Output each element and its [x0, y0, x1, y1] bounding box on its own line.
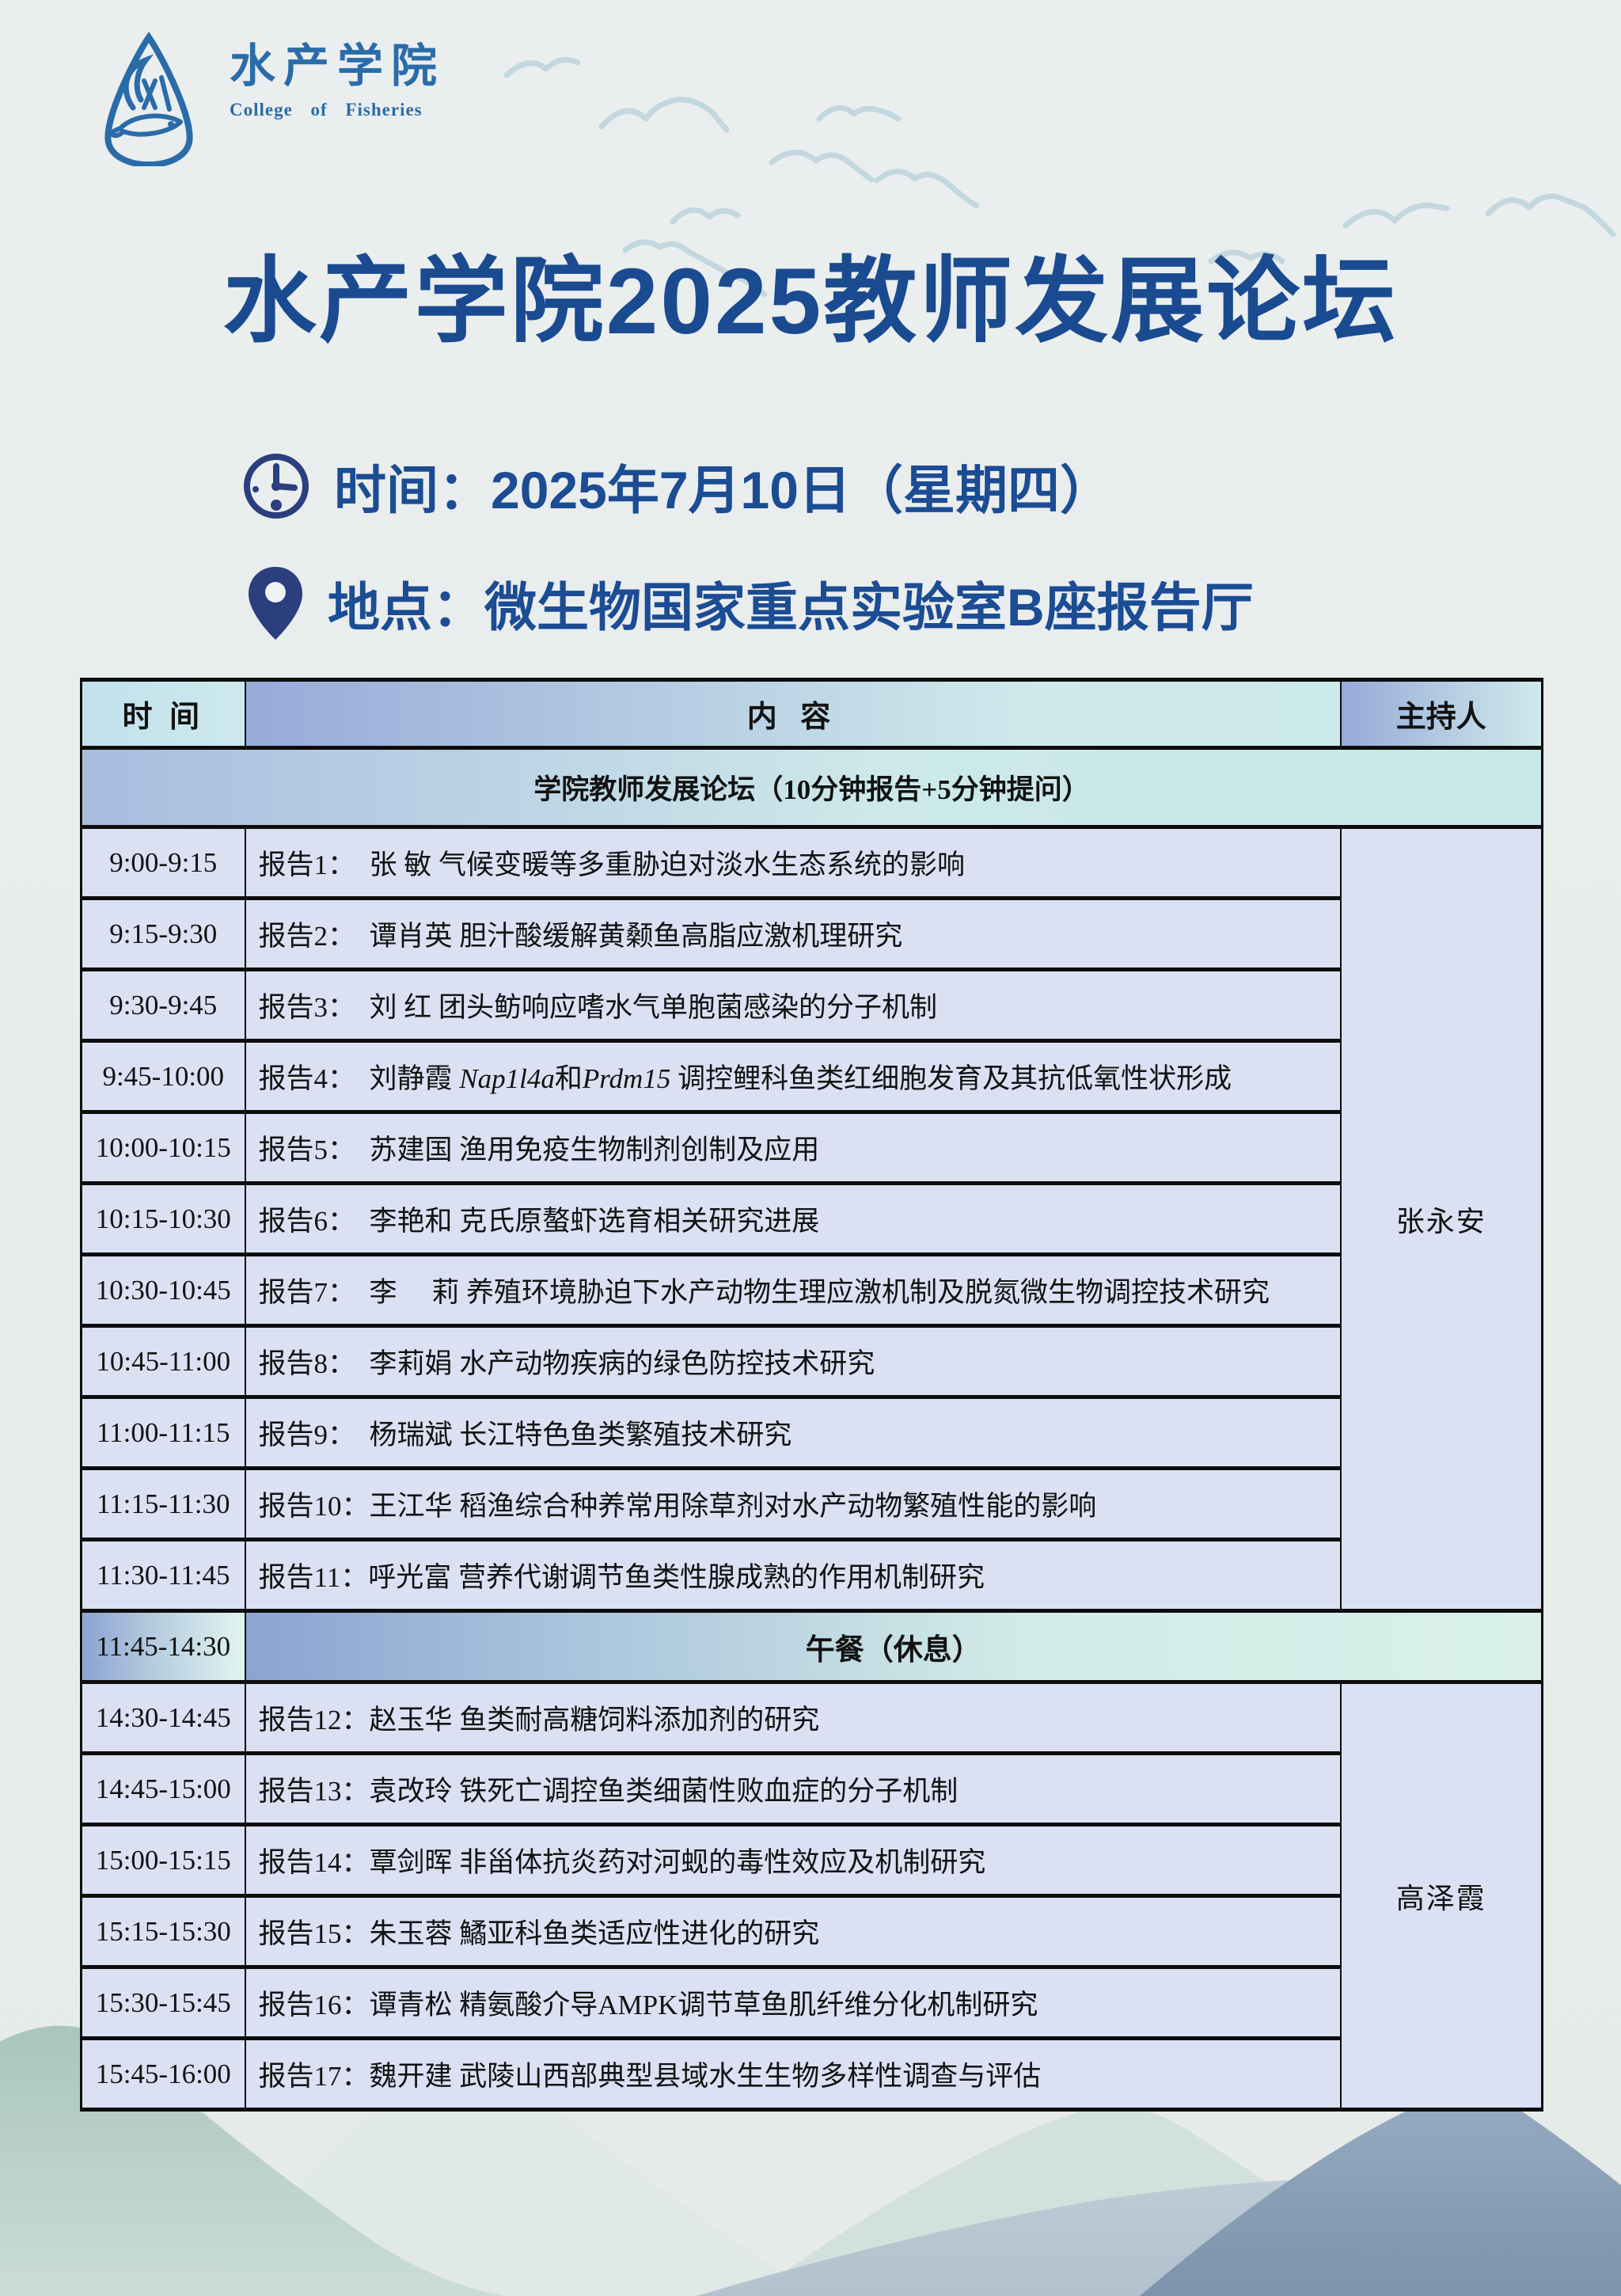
table-row: 10:00-10:15 报告5： 苏建国 渔用免疫生物制剂创制及应用 [80, 1110, 1543, 1185]
host-cell: 高泽霞 [1339, 1680, 1543, 2112]
schedule-content-cell: 报告11：呼光富 营养代谢调节鱼类性腺成熟的作用机制研究 [244, 1538, 1342, 1613]
schedule-time-cell: 11:15-11:30 [80, 1466, 246, 1541]
schedule-time-cell: 11:00-11:15 [80, 1395, 246, 1470]
table-row: 11:30-11:45 报告11：呼光富 营养代谢调节鱼类性腺成熟的作用机制研究 [80, 1538, 1543, 1613]
schedule-time-cell: 14:45-15:00 [80, 1751, 246, 1827]
table-row: 10:30-10:45 报告7： 李 莉 养殖环境胁迫下水产动物生理应激机制及脱氮… [80, 1253, 1543, 1328]
college-name: 水产学院 [230, 40, 446, 92]
location-text: 地点：微生物国家重点实验室B座报告厅 [328, 578, 1254, 637]
section-header-cell: 学院教师发展论坛（10分钟报告+5分钟提问） [80, 746, 1543, 829]
table-row: 14:30-14:45 报告12：赵玉华 鱼类耐高糖饲料添加剂的研究 高泽霞 [80, 1680, 1543, 2112]
table-row: 9:15-9:30 报告2： 谭肖英 胆汁酸缓解黄颡鱼高脂应激机理研究 [80, 896, 1543, 971]
table-row: 9:30-9:45 报告3： 刘 红 团头鲂响应嗜水气单胞菌感染的分子机制 [80, 967, 1543, 1043]
table-row: 11:15-11:30 报告10：王江华 稻渔综合种养常用除草剂对水产动物繁殖性能… [80, 1466, 1543, 1541]
schedule-content-cell: 报告13：袁改玲 铁死亡调控鱼类细菌性败血症的分子机制 [244, 1751, 1342, 1827]
schedule-time-cell: 9:30-9:45 [80, 967, 246, 1043]
schedule-time-cell: 14:30-14:45 [80, 1680, 246, 1755]
section-header-row: 学院教师发展论坛（10分钟报告+5分钟提问） [80, 746, 1543, 829]
table-row: 15:00-15:15 报告14：覃剑晖 非甾体抗炎药对河蚬的毒性效应及机制研究 [80, 1823, 1543, 1898]
schedule-time-cell: 9:00-9:15 [80, 825, 246, 900]
schedule-content-cell: 报告7： 李 莉 养殖环境胁迫下水产动物生理应激机制及脱氮微生物调控技术研究 [244, 1253, 1342, 1328]
table-row: 15:45-16:00 报告17：魏开建 武陵山西部典型县域水生生物多样性调查与评… [80, 2036, 1543, 2112]
schedule-time-cell: 11:30-11:45 [80, 1538, 246, 1613]
schedule-time-cell: 10:15-10:30 [80, 1181, 246, 1256]
table-row: 9:45-10:00 报告4： 刘静霞 Nap1l4a和Prdm15 调控鲤科鱼类… [80, 1039, 1543, 1114]
clock-icon [244, 454, 309, 519]
schedule-content-cell: 报告5： 苏建国 渔用免疫生物制剂创制及应用 [244, 1110, 1342, 1185]
schedule-content-cell: 报告12：赵玉华 鱼类耐高糖饲料添加剂的研究 [244, 1680, 1342, 1755]
location-info-row: 地点：微生物国家重点实验室B座报告厅 [247, 565, 1254, 641]
schedule-time-cell: 15:30-15:45 [80, 1965, 246, 2040]
college-logo-icon [104, 32, 193, 166]
time-info-row: 时间：2025年7月10日（星期四） [242, 448, 1112, 524]
location-pin-icon [249, 567, 302, 640]
college-logo: 水产学院 College of Fisheries [89, 32, 445, 166]
schedule-time-cell: 15:00-15:15 [80, 1823, 246, 1898]
schedule-body: 学院教师发展论坛（10分钟报告+5分钟提问） 9:00-9:15 报告1： 张 敏 … [80, 746, 1543, 2112]
schedule-content-cell: 报告10：王江华 稻渔综合种养常用除草剂对水产动物繁殖性能的影响 [244, 1466, 1342, 1541]
schedule-content-cell: 报告16：谭青松 精氨酸介导AMPK调节草鱼肌纤维分化机制研究 [244, 1965, 1342, 2040]
schedule-content-cell: 报告1： 张 敏 气候变暖等多重胁迫对淡水生态系统的影响 [244, 825, 1342, 900]
schedule-content-cell: 报告8： 李莉娟 水产动物疾病的绿色防控技术研究 [244, 1324, 1342, 1399]
table-row: 15:30-15:45 报告16：谭青松 精氨酸介导AMPK调节草鱼肌纤维分化机制… [80, 1965, 1543, 2040]
schedule-time-cell: 9:45-10:00 [80, 1039, 246, 1114]
table-header-row: 时 间 内 容 主持人 [80, 678, 1543, 750]
schedule-content-cell: 报告14：覃剑晖 非甾体抗炎药对河蚬的毒性效应及机制研究 [244, 1823, 1342, 1898]
schedule-content-cell: 报告4： 刘静霞 Nap1l4a和Prdm15 调控鲤科鱼类红细胞发育及其抗低氧… [244, 1039, 1342, 1114]
schedule-content-cell: 报告3： 刘 红 团头鲂响应嗜水气单胞菌感染的分子机制 [244, 967, 1342, 1043]
column-header-host: 主持人 [1339, 678, 1543, 750]
schedule-content-cell: 报告17：魏开建 武陵山西部典型县域水生生物多样性调查与评估 [244, 2036, 1342, 2112]
page-title: 水产学院2025教师发展论坛 [222, 249, 1399, 354]
table-row: 11:00-11:15 报告9： 杨瑞斌 长江特色鱼类繁殖技术研究 [80, 1395, 1543, 1470]
schedule-content-cell: 报告2： 谭肖英 胆汁酸缓解黄颡鱼高脂应激机理研究 [244, 896, 1342, 971]
schedule-content-cell: 报告15：朱玉蓉 鱊亚科鱼类适应性进化的研究 [244, 1894, 1342, 1969]
schedule-time-cell: 10:45-11:00 [80, 1324, 246, 1399]
lunch-time-cell: 11:45-14:30 [80, 1609, 246, 1684]
time-text: 时间：2025年7月10日（星期四） [334, 461, 1112, 519]
lunch-label-cell: 午餐（休息） [244, 1609, 1543, 1684]
schedule-time-cell: 15:15-15:30 [80, 1894, 246, 1969]
lunch-break-row: 11:45-14:30 午餐（休息） [80, 1609, 1543, 1684]
schedule-content-cell: 报告9： 杨瑞斌 长江特色鱼类繁殖技术研究 [244, 1395, 1342, 1470]
table-row: 10:45-11:00 报告8： 李莉娟 水产动物疾病的绿色防控技术研究 [80, 1324, 1543, 1399]
host-cell: 张永安 [1339, 825, 1543, 1613]
college-logo-text: 水产学院 College of Fisheries [230, 41, 445, 120]
column-header-time: 时 间 [80, 678, 246, 750]
schedule-time-cell: 10:30-10:45 [80, 1253, 246, 1328]
schedule-time-cell: 15:45-16:00 [80, 2036, 246, 2112]
table-row: 15:15-15:30 报告15：朱玉蓉 鱊亚科鱼类适应性进化的研究 [80, 1894, 1543, 1969]
table-row: 14:45-15:00 报告13：袁改玲 铁死亡调控鱼类细菌性败血症的分子机制 [80, 1751, 1543, 1827]
schedule-table: 时 间 内 容 主持人 学院教师发展论坛（10分钟报告+5分钟提问） 9:00-9… [80, 678, 1543, 2112]
college-name-en: College of Fisheries [230, 99, 423, 120]
column-header-content: 内 容 [244, 678, 1342, 750]
schedule-time-cell: 10:00-10:15 [80, 1110, 246, 1185]
table-row: 10:15-10:30 报告6： 李艳和 克氏原螯虾选育相关研究进展 [80, 1181, 1543, 1256]
schedule-content-cell: 报告6： 李艳和 克氏原螯虾选育相关研究进展 [244, 1181, 1342, 1256]
schedule-time-cell: 9:15-9:30 [80, 896, 246, 971]
table-row: 9:00-9:15 报告1： 张 敏 气候变暖等多重胁迫对淡水生态系统的影响 张永安 [80, 825, 1543, 1613]
